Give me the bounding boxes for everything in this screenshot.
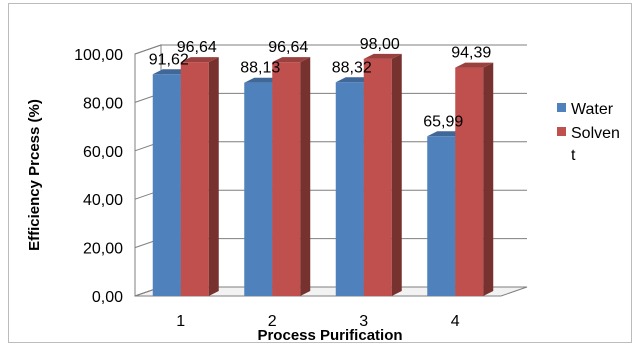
data-label: 88,13: [240, 60, 280, 77]
y-tick-label: 20,00: [83, 241, 123, 258]
legend-swatch: [557, 127, 566, 136]
bar-solvent-2: [272, 57, 311, 297]
data-label: 94,39: [451, 45, 491, 62]
data-label: 96,64: [177, 39, 217, 56]
data-label: 65,99: [423, 113, 463, 130]
x-axis-title: Process Purification: [257, 327, 402, 344]
y-tick-label: 80,00: [83, 95, 123, 112]
legend-label: t: [571, 147, 576, 164]
data-label: 98,00: [360, 36, 400, 53]
y-tick-label: 40,00: [83, 192, 123, 209]
y-axis-ticks: 0,00 20,00 40,00 60,00 80,00 100,00: [74, 47, 123, 306]
legend-label: Solven: [571, 125, 620, 142]
data-label: 96,64: [268, 39, 308, 56]
y-tick-label: 0,00: [92, 289, 123, 306]
x-axis-ticks: 1 2 3 4: [176, 313, 460, 330]
legend: Water Solven t: [557, 101, 620, 164]
legend-label: Water: [571, 101, 614, 118]
bars: [152, 53, 494, 297]
y-tick-label: 60,00: [83, 144, 123, 161]
x-tick-label: 3: [359, 313, 368, 330]
x-tick-label: 1: [176, 313, 185, 330]
data-label: 88,32: [332, 59, 372, 76]
legend-swatch: [557, 103, 566, 112]
legend-item-water: Water: [557, 101, 614, 118]
y-axis-title: Efficiency Prcess (%): [26, 99, 43, 251]
bar-solvent-3: [363, 53, 402, 297]
y-tick-label: 100,00: [74, 47, 123, 64]
x-tick-label: 4: [451, 313, 460, 330]
data-label: 91,62: [149, 51, 189, 68]
bar-solvent-4: [455, 62, 494, 296]
chart-frame: 0,00 20,00 40,00 60,00 80,00 100,00 91,62 96,6…: [8, 3, 632, 344]
gridline: [134, 44, 527, 55]
x-tick-label: 2: [268, 313, 277, 330]
legend-item-solvent: Solven t: [557, 125, 620, 164]
bar-solvent-1: [180, 57, 219, 297]
